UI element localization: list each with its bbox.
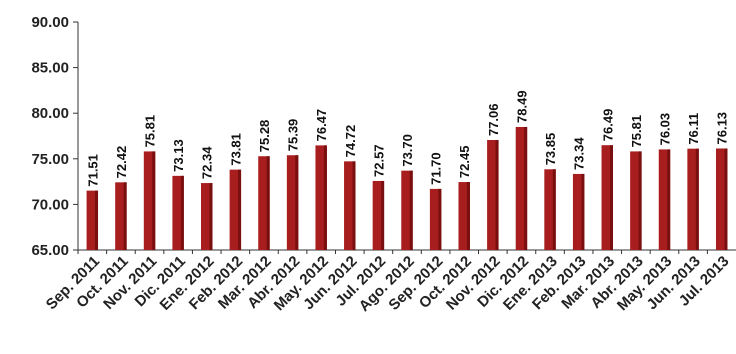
bar-shade: [695, 148, 699, 250]
data-label: 76.13: [715, 112, 730, 145]
bar-shade: [581, 173, 585, 250]
data-label: 73.34: [572, 137, 587, 170]
bar: [630, 151, 642, 250]
bar-shade: [495, 140, 499, 250]
bar: [544, 169, 556, 250]
bar: [86, 190, 99, 250]
bar-shade: [238, 169, 242, 250]
data-label: 72.34: [200, 146, 215, 179]
bar: [458, 182, 470, 250]
data-label: 71.70: [429, 152, 444, 185]
data-label: 73.13: [171, 139, 186, 172]
bar: [401, 170, 413, 250]
bar-shade: [667, 149, 671, 250]
bar-shade: [295, 155, 299, 250]
bar: [715, 148, 728, 250]
bar-shade: [638, 151, 642, 250]
bar: [286, 155, 299, 250]
data-label: 75.81: [629, 115, 644, 148]
bar: [429, 188, 442, 250]
data-label: 73.85: [543, 133, 558, 166]
bar-shade: [438, 188, 442, 250]
data-label: 75.81: [143, 115, 158, 148]
bar-shade: [209, 183, 213, 250]
data-label: 75.39: [286, 119, 301, 152]
y-tick-label: 75.00: [31, 151, 69, 168]
y-tick-label: 80.00: [31, 105, 69, 122]
bar: [315, 145, 327, 250]
bar-shade: [409, 170, 413, 250]
bar-shade: [323, 145, 327, 250]
y-tick-label: 70.00: [31, 196, 69, 213]
data-label: 74.72: [343, 125, 358, 158]
data-label: 71.51: [85, 154, 100, 187]
data-label: 76.49: [600, 109, 615, 142]
bar-shade: [609, 145, 613, 250]
bar: [687, 148, 699, 250]
data-label: 76.47: [314, 109, 329, 142]
y-tick-label: 65.00: [31, 242, 69, 259]
bar: [658, 149, 671, 250]
bar-shade: [381, 180, 385, 250]
bar-shade: [552, 169, 556, 250]
bar: [201, 183, 213, 250]
data-label: 76.11: [686, 113, 701, 145]
y-tick-label: 90.00: [31, 14, 69, 31]
bar: [115, 182, 127, 250]
bar: [258, 156, 270, 250]
bar-shade: [266, 156, 270, 250]
bar: [572, 173, 585, 250]
data-label: 72.57: [371, 144, 386, 177]
data-label: 72.42: [114, 146, 129, 179]
data-label: 73.70: [400, 134, 415, 167]
data-label: 72.45: [457, 146, 472, 179]
data-label: 75.28: [257, 120, 272, 153]
bar: [515, 126, 528, 250]
bar: [344, 161, 356, 250]
bar-shade: [152, 151, 156, 250]
bar-shade: [724, 148, 728, 250]
bar: [229, 169, 242, 250]
bar: [487, 140, 499, 250]
bar-shade: [352, 161, 356, 250]
bar: [372, 180, 385, 250]
y-tick-label: 85.00: [31, 60, 69, 77]
data-label: 76.03: [657, 113, 672, 146]
data-label: 78.49: [514, 90, 529, 123]
bar-shade: [95, 190, 99, 250]
data-label: 73.81: [228, 133, 243, 166]
bar: [601, 145, 613, 250]
bar: [143, 151, 156, 250]
bar-shade: [180, 175, 184, 250]
bar: [172, 175, 184, 250]
bar-shade: [466, 182, 470, 250]
bar-shade: [123, 182, 127, 250]
data-label: 77.06: [486, 103, 501, 136]
bar-shade: [524, 126, 528, 250]
